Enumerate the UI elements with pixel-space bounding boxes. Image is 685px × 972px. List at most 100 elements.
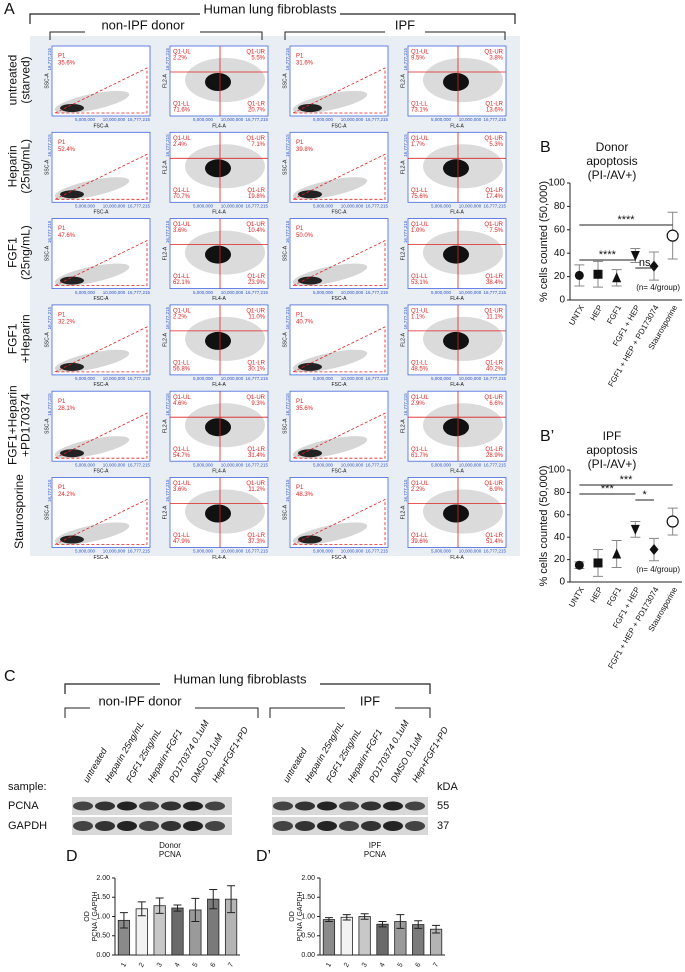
quadrant-value: 70.7% xyxy=(173,194,191,200)
quadrant-value: 71.6% xyxy=(173,108,191,114)
axis-tick-label: 5,000,000 xyxy=(431,203,452,208)
axis-tick-label: 16,777,215 xyxy=(47,479,52,502)
axis-tick-label: 16,777,215 xyxy=(403,220,408,243)
quadrant-label: Q1-LL xyxy=(411,447,428,453)
panel-letter: C xyxy=(4,668,16,685)
y-tick-label: 1.00 xyxy=(96,913,110,920)
quadrant-value: 17.4% xyxy=(486,194,504,200)
axis-label: SSC-A xyxy=(282,159,288,175)
axis-tick-label: 16,777,215 xyxy=(365,290,388,295)
blot-band xyxy=(405,821,425,831)
panel-letter: B’ xyxy=(540,428,554,445)
chart-title: PCNA xyxy=(364,850,387,859)
quadrant-label: Q1-UL xyxy=(173,222,191,228)
axis-tick-label: 5,000,000 xyxy=(75,462,96,467)
marker xyxy=(593,558,603,568)
gate xyxy=(54,153,148,200)
quadrant-value: 61.7% xyxy=(411,453,429,459)
quadrant-value: 11.2% xyxy=(248,487,265,493)
axis-label: FL4-A xyxy=(450,210,464,216)
quadrant-label: Q1-UL xyxy=(411,481,429,487)
error-bar xyxy=(396,914,405,929)
gate-value: 47.6% xyxy=(58,233,76,239)
gate xyxy=(54,239,148,287)
axis-label: FL2-A xyxy=(162,332,168,346)
x-tick-label: UNTX xyxy=(567,585,586,609)
axis-label: FL2-A xyxy=(162,160,168,174)
blot-band xyxy=(339,821,359,831)
axis-tick-label: 16,777,215 xyxy=(483,549,506,554)
bracket xyxy=(64,683,431,694)
axis-label: FL4-A xyxy=(212,555,226,561)
cell-core xyxy=(60,449,84,458)
quadrant-value: 47.9% xyxy=(173,539,191,545)
axis-label: SSC-A xyxy=(44,159,50,175)
axis-tick-label: 5,000,000 xyxy=(75,117,96,122)
quadrant-label: Q1-UR xyxy=(246,50,265,56)
axis-tick-label: 16,777,215 xyxy=(365,462,388,467)
blot-band xyxy=(205,801,225,811)
cell-core xyxy=(205,245,231,264)
cell-core xyxy=(205,418,231,437)
y-tick-label: 0.00 xyxy=(96,952,110,959)
axis-tick-label: 10,000,000 xyxy=(221,203,244,208)
error-bar xyxy=(137,901,146,917)
axis-tick-label: 5,000,000 xyxy=(193,549,214,554)
axis-label: SSC-A xyxy=(282,332,288,348)
y-tick-label: 60 xyxy=(554,509,566,520)
kda-label: kDA xyxy=(437,781,458,793)
kda-value: 37 xyxy=(437,820,449,832)
axis-label: FL4-A xyxy=(450,382,464,388)
x-tick-label: HEP xyxy=(589,586,605,605)
axis-label: FL2-A xyxy=(400,246,406,260)
gate-label: P1 xyxy=(58,312,66,318)
quadrant-value: 28.9% xyxy=(486,453,504,459)
bar xyxy=(340,916,353,956)
axis-tick-label: 10,000,000 xyxy=(459,462,482,467)
error-bar xyxy=(227,885,236,914)
x-tick-label: 3 xyxy=(156,962,164,969)
y-tick-label: 100 xyxy=(548,178,565,189)
axis-tick-label: 16,777,215 xyxy=(483,203,506,208)
axis-label: SSC-A xyxy=(44,73,50,89)
y-tick-label: 1.00 xyxy=(301,913,315,920)
axis-label: SSC-A xyxy=(282,418,288,434)
blot-band xyxy=(183,801,203,811)
axis-label: FSC-A xyxy=(332,555,348,561)
axis-label: FL4-A xyxy=(450,123,464,129)
row-label: (25ng/mL) xyxy=(19,225,33,280)
quadrant-value: 62.1% xyxy=(173,280,191,286)
quadrant-value: 73.1% xyxy=(411,108,429,114)
cell-core xyxy=(205,331,231,350)
y-tick-label: 1.50 xyxy=(301,894,315,901)
row-label: FGF1 xyxy=(6,237,20,268)
quadrant-label: Q1-UR xyxy=(484,395,503,401)
axis-tick-label: 16,777,215 xyxy=(403,134,408,157)
axis-tick-label: 16,777,215 xyxy=(47,220,52,243)
axis-label: FL2-A xyxy=(400,332,406,346)
axis-tick-label: 16,777,215 xyxy=(285,134,290,157)
cell-core xyxy=(60,362,84,371)
axis-tick-label: 16,777,215 xyxy=(365,376,388,381)
quadrant-label: Q1-LL xyxy=(411,102,428,108)
quadrant-label: Q1-UR xyxy=(484,136,503,142)
axis-label: FSC-A xyxy=(332,123,348,129)
gate-value: 28.1% xyxy=(58,406,76,412)
gate-value: 31.6% xyxy=(296,61,314,67)
x-tick-label: HEP xyxy=(589,304,605,323)
quadrant-value: 31.4% xyxy=(248,453,266,459)
quadrant-label: Q1-LR xyxy=(247,102,265,108)
axis-label: SSC-A xyxy=(44,332,50,348)
quadrant-value: 3.8% xyxy=(489,56,503,62)
axis-tick-label: 16,777,215 xyxy=(165,393,170,416)
band-label: PCNA xyxy=(8,800,39,812)
marker xyxy=(630,524,640,535)
blot-band xyxy=(273,801,293,811)
chart-title: IPF xyxy=(603,429,622,443)
quadrant-label: Q1-UL xyxy=(411,395,429,401)
blot-band xyxy=(205,821,225,831)
quadrant-value: 40.2% xyxy=(486,366,504,372)
cell-core xyxy=(443,504,469,523)
cell-core xyxy=(298,104,322,112)
